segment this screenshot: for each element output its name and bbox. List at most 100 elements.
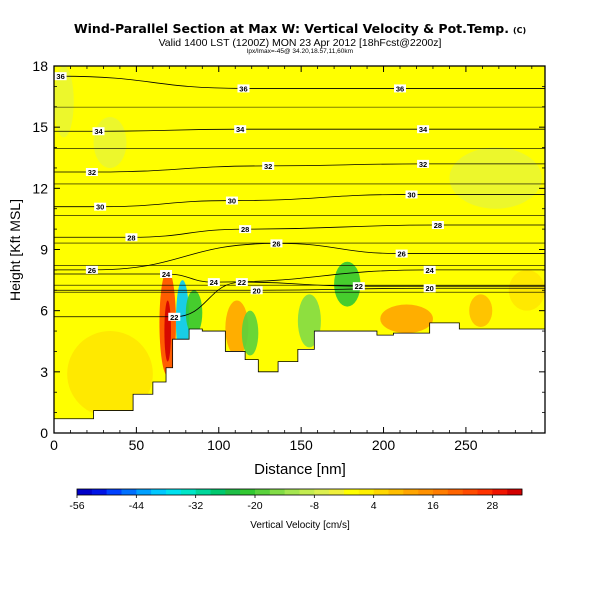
- colorbar-bin: [180, 489, 196, 495]
- colorbar-bin: [299, 489, 315, 495]
- contour-label: 24: [160, 269, 173, 279]
- theta-contour-28: [54, 224, 545, 238]
- contour-label-text: 34: [236, 125, 245, 134]
- contour-label: 24: [207, 278, 220, 287]
- colorbar-bin: [344, 489, 360, 495]
- y-tick-label: 15: [32, 119, 48, 135]
- contour-label-box: [234, 125, 247, 134]
- contour-label-box: [352, 282, 365, 291]
- colorbar-bin: [91, 489, 107, 495]
- x-tick-label: 50: [129, 437, 145, 453]
- y-tick-label: 0: [40, 425, 48, 441]
- y-tick-label: 12: [32, 180, 48, 196]
- colorbar-tick-label: 4: [371, 500, 377, 512]
- velocity-feature-updraft: [380, 304, 433, 334]
- contour-label-text: 22: [238, 278, 246, 287]
- velocity-feature-downdraft: [241, 310, 259, 356]
- contour-label: 20: [423, 284, 436, 293]
- colorbar-bin: [240, 489, 256, 495]
- x-tick-label: 150: [289, 437, 313, 453]
- x-tick-label: 200: [372, 437, 396, 453]
- velocity-feature-weak-updraft: [67, 331, 153, 417]
- y-tick-label: 18: [32, 58, 48, 74]
- contour-label-text: 28: [434, 221, 442, 230]
- terrain: [54, 322, 545, 433]
- contour-label: 32: [85, 168, 98, 177]
- colorbar-bin: [77, 489, 93, 495]
- contour-label-text: 26: [88, 266, 96, 275]
- colorbar-bin: [284, 489, 300, 495]
- chart-title-mark: (C): [512, 26, 527, 35]
- theta-contour-20: [54, 287, 545, 291]
- contour-label-text: 26: [397, 250, 405, 259]
- colorbar-bin: [358, 489, 374, 495]
- contour-label-text: 24: [210, 278, 219, 287]
- contour-label-box: [85, 168, 98, 177]
- contour-label: 26: [85, 265, 98, 275]
- colorbar-bin: [136, 489, 152, 495]
- contour-label-text: 30: [96, 203, 104, 212]
- contour-label: 22: [168, 312, 181, 322]
- contour-label-box: [262, 161, 275, 170]
- contour-label-text: 34: [419, 125, 428, 134]
- contour-label-box: [417, 159, 430, 168]
- contour-label-text: 24: [162, 270, 171, 279]
- colorbar-bin: [195, 489, 211, 495]
- contour-label-text: 30: [228, 197, 236, 206]
- colorbar-tick-label: -56: [69, 500, 84, 512]
- contour-label-box: [250, 286, 263, 295]
- contour-label: 22: [235, 278, 248, 287]
- theta-contour-24: [54, 269, 545, 283]
- velocity-feature-strong-updraft-core: [164, 300, 171, 362]
- colorbar-bin: [492, 489, 508, 495]
- contour-label: 36: [394, 84, 407, 93]
- contour-label: 30: [405, 190, 418, 199]
- contour-label-box: [270, 239, 283, 248]
- colorbar-tick-label: -8: [310, 500, 319, 512]
- contour-label: 34: [234, 125, 247, 134]
- chart-subtitle: Valid 1400 LST (1200Z) MON 23 Apr 2012 […: [158, 37, 442, 49]
- contour-label-text: 28: [241, 225, 249, 234]
- colorbar-bin: [269, 489, 285, 495]
- contour-label: 30: [94, 202, 107, 212]
- contour-label-box: [85, 265, 98, 274]
- x-tick-label: 0: [50, 437, 58, 453]
- colorbar-bin: [151, 489, 167, 495]
- contour-label-text: 32: [419, 160, 427, 169]
- contour-label-text: 30: [407, 190, 415, 199]
- x-axis-label: Distance [nm]: [254, 461, 346, 478]
- contour-label-text: 20: [425, 284, 433, 293]
- contour-label-text: 32: [264, 162, 272, 171]
- contour-label-box: [431, 221, 444, 230]
- colorbar-bin: [373, 489, 389, 495]
- colorbar-bin: [418, 489, 434, 495]
- chart-info-line: lpx/lmax=-45@ 34.20,18.57,11,60km: [246, 48, 354, 55]
- chart-title: Wind-Parallel Section at Max W: Vertical…: [0, 21, 600, 36]
- contour-label-box: [239, 225, 252, 234]
- theta-contours: [54, 75, 545, 318]
- contour-label: 36: [237, 84, 250, 93]
- contour-label-text: 36: [239, 84, 247, 93]
- contour-label-box: [417, 125, 430, 134]
- contour-label-box: [168, 312, 181, 321]
- x-tick-label: 250: [454, 437, 478, 453]
- contour-label-box: [235, 278, 248, 287]
- contour-label-text: 20: [252, 286, 260, 295]
- colorbar-bin: [433, 489, 449, 495]
- colorbar-bin: [314, 489, 330, 495]
- colorbar-bin: [255, 489, 271, 495]
- theta-contour-22: [54, 281, 545, 318]
- colorbar-bin: [507, 489, 523, 495]
- contour-label: 22: [352, 282, 365, 291]
- contour-label-box: [207, 278, 220, 287]
- contour-label-text: 26: [272, 239, 280, 248]
- contour-label-box: [423, 284, 436, 293]
- colorbar-frame: [76, 488, 523, 496]
- y-tick-label: 6: [40, 303, 48, 319]
- contour-label: 28: [431, 221, 444, 230]
- colorbar-bin: [388, 489, 404, 495]
- colorbar-tick-label: 16: [427, 500, 439, 512]
- velocity-shading: [54, 66, 545, 417]
